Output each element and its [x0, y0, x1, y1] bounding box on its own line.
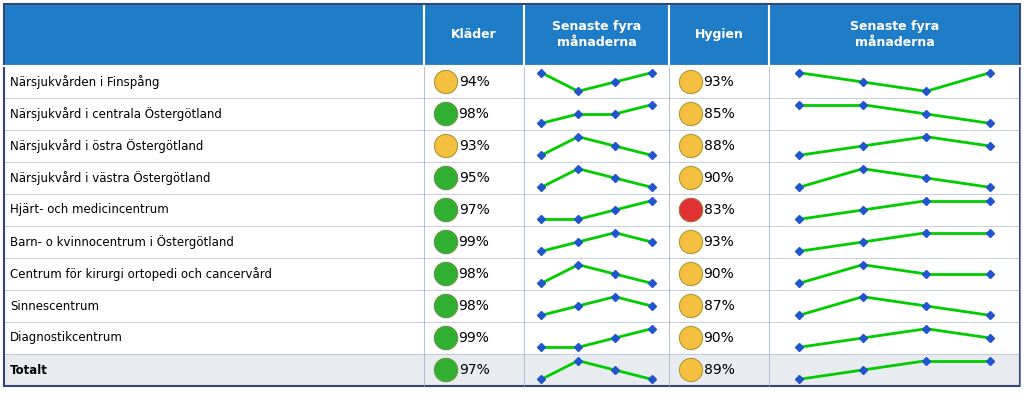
Bar — [4, 354, 1020, 386]
Text: 97%: 97% — [459, 363, 489, 377]
Circle shape — [434, 199, 458, 222]
Circle shape — [434, 230, 458, 253]
Bar — [4, 130, 1020, 162]
Text: Barn- o kvinnocentrum i Östergötland: Barn- o kvinnocentrum i Östergötland — [10, 235, 233, 249]
Circle shape — [434, 103, 458, 126]
Text: 95%: 95% — [459, 171, 489, 185]
Circle shape — [680, 230, 702, 253]
Text: 97%: 97% — [459, 203, 489, 217]
Bar — [4, 258, 1020, 290]
Text: 99%: 99% — [459, 235, 489, 249]
Text: 87%: 87% — [703, 299, 734, 313]
Circle shape — [680, 134, 702, 158]
Text: 89%: 89% — [703, 363, 734, 377]
Text: 98%: 98% — [459, 107, 489, 121]
Text: Senaste fyra
månaderna: Senaste fyra månaderna — [552, 21, 641, 49]
Bar — [424, 4, 524, 66]
Bar — [669, 4, 769, 66]
Bar — [769, 4, 1020, 66]
Text: 99%: 99% — [459, 331, 489, 345]
Bar — [4, 98, 1020, 130]
Circle shape — [680, 326, 702, 349]
Text: 93%: 93% — [703, 235, 734, 249]
Bar — [4, 322, 1020, 354]
Text: 98%: 98% — [459, 267, 489, 281]
Text: Diagnostikcentrum: Diagnostikcentrum — [10, 331, 123, 344]
Text: 90%: 90% — [703, 331, 734, 345]
Text: Senaste fyra
månaderna: Senaste fyra månaderna — [850, 21, 939, 49]
Text: 88%: 88% — [703, 139, 734, 153]
Circle shape — [680, 199, 702, 222]
Text: Hjärt- och medicincentrum: Hjärt- och medicincentrum — [10, 204, 169, 217]
Circle shape — [680, 295, 702, 318]
Circle shape — [434, 70, 458, 93]
Circle shape — [680, 70, 702, 93]
Circle shape — [434, 134, 458, 158]
Circle shape — [434, 166, 458, 189]
Circle shape — [434, 359, 458, 382]
Text: 83%: 83% — [703, 203, 734, 217]
Text: Centrum för kirurgi ortopedi och cancervård: Centrum för kirurgi ortopedi och cancerv… — [10, 267, 272, 281]
Circle shape — [680, 166, 702, 189]
Text: 93%: 93% — [703, 75, 734, 89]
Bar — [4, 226, 1020, 258]
Text: 90%: 90% — [703, 171, 734, 185]
Circle shape — [434, 326, 458, 349]
Text: Totalt: Totalt — [10, 364, 48, 377]
Text: 85%: 85% — [703, 107, 734, 121]
Bar — [4, 162, 1020, 194]
Bar — [4, 290, 1020, 322]
Circle shape — [680, 359, 702, 382]
Circle shape — [434, 262, 458, 285]
Circle shape — [434, 295, 458, 318]
Text: Närsjukvård i östra Östergötland: Närsjukvård i östra Östergötland — [10, 139, 204, 153]
Text: Närsjukvården i Finspång: Närsjukvården i Finspång — [10, 75, 160, 89]
Circle shape — [680, 103, 702, 126]
Text: Närsjukvård i centrala Östergötland: Närsjukvård i centrala Östergötland — [10, 107, 222, 121]
Bar — [4, 194, 1020, 226]
Circle shape — [680, 262, 702, 285]
Bar — [4, 66, 1020, 98]
Text: Närsjukvård i västra Östergötland: Närsjukvård i västra Östergötland — [10, 171, 211, 185]
Text: 90%: 90% — [703, 267, 734, 281]
Text: Sinnescentrum: Sinnescentrum — [10, 300, 99, 313]
Text: Kläder: Kläder — [452, 28, 497, 41]
Text: 98%: 98% — [459, 299, 489, 313]
Text: 93%: 93% — [459, 139, 489, 153]
Text: Hygien: Hygien — [694, 28, 743, 41]
Bar — [4, 4, 424, 66]
Bar — [524, 4, 669, 66]
Text: 94%: 94% — [459, 75, 489, 89]
